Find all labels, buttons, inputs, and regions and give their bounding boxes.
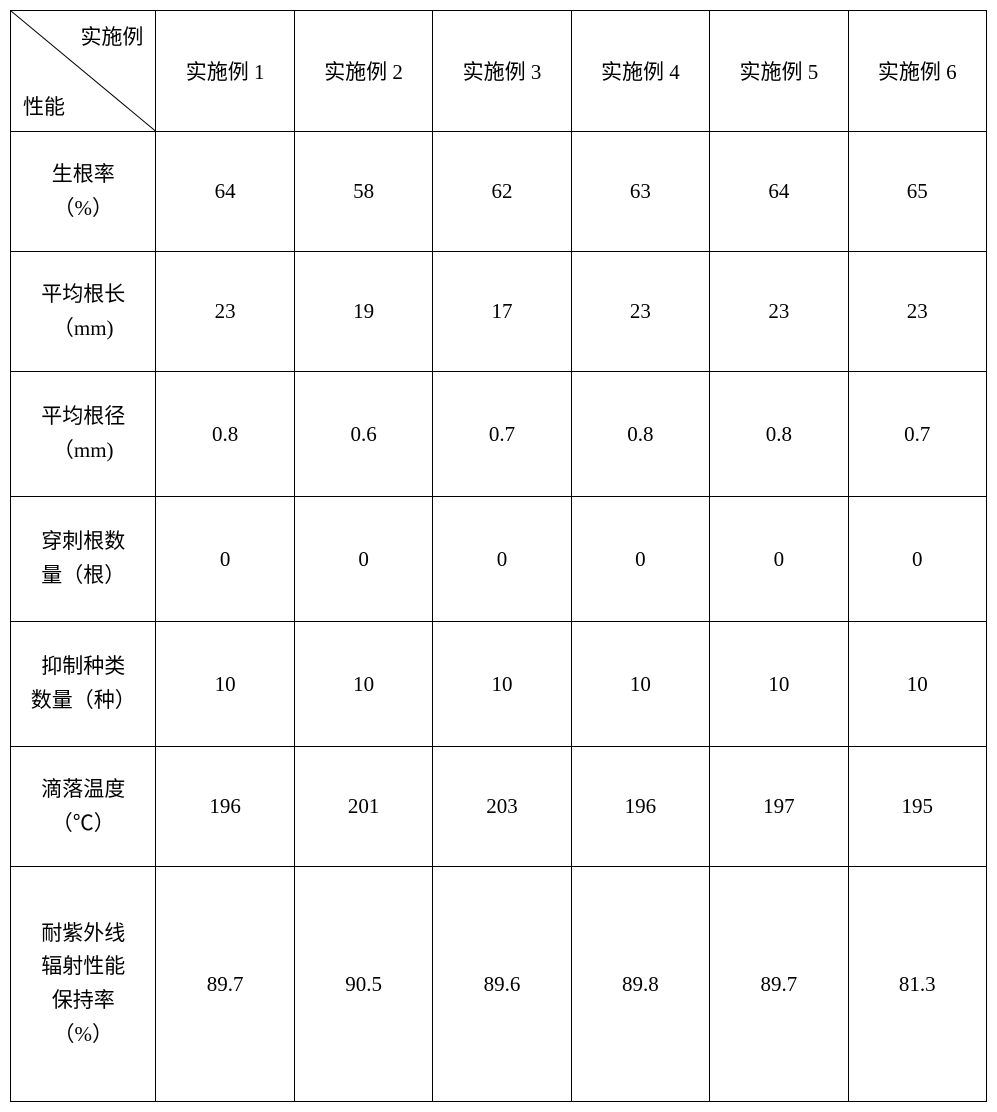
header-row: 实施例 性能 实施例 1 实施例 2 实施例 3 实施例 4 实施例 5 实施例… [11,11,987,132]
cell: 23 [848,252,986,372]
cell: 23 [710,252,848,372]
cell: 10 [294,622,432,747]
cell: 196 [571,747,709,867]
table-row: 平均根长（mm) 23 19 17 23 23 23 [11,252,987,372]
cell: 89.8 [571,867,709,1102]
row-label: 平均根长（mm) [11,252,156,372]
cell: 0 [571,497,709,622]
col-header: 实施例 3 [433,11,571,132]
cell: 89.6 [433,867,571,1102]
cell: 196 [156,747,294,867]
row-label: 平均根径（mm) [11,372,156,497]
cell: 65 [848,132,986,252]
cell: 10 [433,622,571,747]
table-row: 滴落温度（℃） 196 201 203 196 197 195 [11,747,987,867]
cell: 63 [571,132,709,252]
cell: 23 [571,252,709,372]
cell: 0 [710,497,848,622]
cell: 90.5 [294,867,432,1102]
col-header: 实施例 2 [294,11,432,132]
cell: 10 [848,622,986,747]
cell: 10 [156,622,294,747]
cell: 58 [294,132,432,252]
cell: 0.8 [156,372,294,497]
cell: 0.8 [571,372,709,497]
cell: 23 [156,252,294,372]
row-label: 穿刺根数量（根） [11,497,156,622]
cell: 0.7 [433,372,571,497]
cell: 0 [848,497,986,622]
cell: 0.8 [710,372,848,497]
table-row: 耐紫外线辐射性能保持率（%） 89.7 90.5 89.6 89.8 89.7 … [11,867,987,1102]
col-header: 实施例 5 [710,11,848,132]
cell: 195 [848,747,986,867]
row-label: 生根率（%） [11,132,156,252]
cell: 64 [710,132,848,252]
cell: 19 [294,252,432,372]
cell: 10 [571,622,709,747]
cell: 201 [294,747,432,867]
cell: 0.6 [294,372,432,497]
table-row: 平均根径（mm) 0.8 0.6 0.7 0.8 0.8 0.7 [11,372,987,497]
cell: 0.7 [848,372,986,497]
corner-bottom-label: 性能 [23,91,65,121]
corner-cell: 实施例 性能 [11,11,156,132]
table-row: 穿刺根数量（根） 0 0 0 0 0 0 [11,497,987,622]
cell: 203 [433,747,571,867]
col-header: 实施例 6 [848,11,986,132]
cell: 10 [710,622,848,747]
cell: 197 [710,747,848,867]
cell: 0 [156,497,294,622]
col-header: 实施例 4 [571,11,709,132]
row-label: 滴落温度（℃） [11,747,156,867]
col-header: 实施例 1 [156,11,294,132]
cell: 81.3 [848,867,986,1102]
cell: 89.7 [156,867,294,1102]
cell: 62 [433,132,571,252]
cell: 17 [433,252,571,372]
table-row: 抑制种类数量（种） 10 10 10 10 10 10 [11,622,987,747]
cell: 0 [433,497,571,622]
cell: 0 [294,497,432,622]
row-label: 抑制种类数量（种） [11,622,156,747]
corner-top-label: 实施例 [80,21,143,51]
row-label: 耐紫外线辐射性能保持率（%） [11,867,156,1102]
table-row: 生根率（%） 64 58 62 63 64 65 [11,132,987,252]
cell: 89.7 [710,867,848,1102]
data-table: 实施例 性能 实施例 1 实施例 2 实施例 3 实施例 4 实施例 5 实施例… [10,10,987,1102]
cell: 64 [156,132,294,252]
